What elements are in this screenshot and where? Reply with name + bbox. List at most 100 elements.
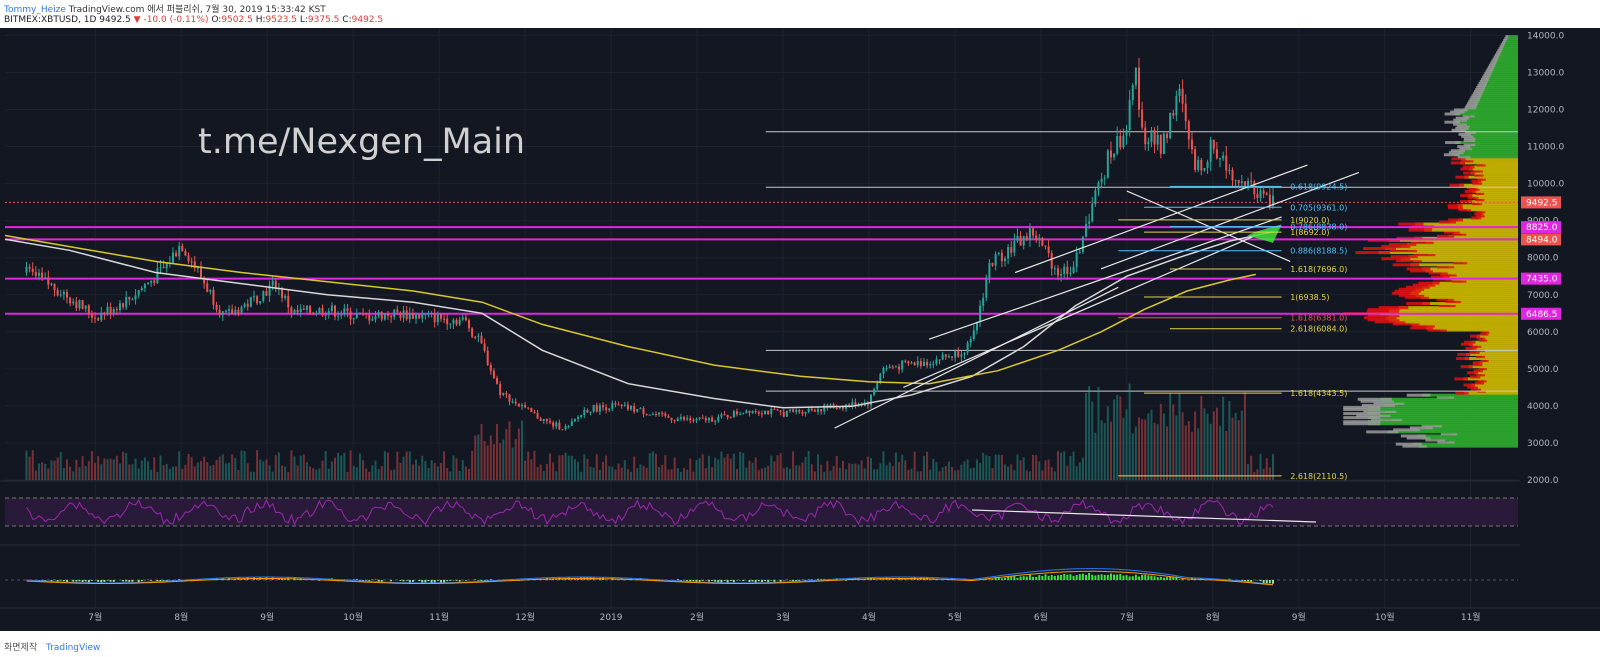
candle-body [318, 308, 321, 314]
candle-body [935, 359, 938, 364]
candle-body [190, 261, 193, 263]
price-tag-box [1521, 221, 1561, 234]
candle-body [573, 419, 576, 422]
volume-bar [735, 469, 738, 480]
macd-hist [720, 580, 723, 583]
fib-label: 2.618(6084.0) [1290, 325, 1347, 334]
volume-profile-bar [1448, 395, 1518, 399]
volume-profile-bar [1392, 263, 1420, 267]
trading-chart[interactable]: 0.618(9924.5) 0.705(9361.0) 1(9020.0)0.786… [0, 28, 1600, 631]
candle-body [689, 418, 692, 421]
volume-profile-bar [1343, 407, 1381, 411]
volume-profile-bar [1455, 112, 1518, 116]
volume-profile-bar [1481, 214, 1518, 218]
volume-profile-bar [1378, 251, 1518, 255]
candle-body [330, 305, 333, 312]
candle-body [1013, 241, 1016, 253]
volume-profile-bar [1424, 228, 1518, 232]
volume-bar [1141, 419, 1144, 480]
volume-profile-bar [1428, 253, 1518, 257]
trendlines[interactable] [834, 164, 1360, 429]
volume-profile-bar [1472, 181, 1483, 185]
candle-body [25, 266, 28, 273]
volume-bar [536, 467, 539, 480]
candle-body [898, 366, 901, 370]
volume-profile-bar [1476, 373, 1486, 377]
volume-profile-bar [1469, 350, 1480, 354]
volume-bar [991, 468, 994, 480]
macd-hist [78, 580, 81, 582]
candle-body [34, 271, 37, 276]
volume-bar [913, 451, 916, 480]
volume-profile-bar [1410, 240, 1434, 244]
volume-bar [542, 470, 545, 480]
volume-profile-bar [1388, 314, 1518, 318]
candle-body [449, 323, 452, 325]
author-name[interactable]: Tommy_Heize [4, 5, 66, 15]
volume-bar [642, 465, 645, 480]
macd-hist [1128, 576, 1131, 580]
candle-body [664, 413, 667, 416]
candle-body [1100, 178, 1103, 183]
volume-bar [854, 463, 857, 480]
volume-bar [90, 451, 93, 480]
volume-profile-bar [1474, 381, 1485, 385]
volume-profile-bar [1415, 293, 1518, 297]
volume-bar [891, 466, 894, 480]
candle-body [309, 305, 312, 313]
volume-bar [1175, 415, 1178, 480]
volume-profile-bar [1466, 155, 1518, 159]
time-label: 9월 [1292, 611, 1306, 623]
candle-body [502, 393, 505, 396]
volume-profile-bar [1474, 385, 1518, 389]
volume-profile-bar [1422, 267, 1518, 271]
volume-profile-bar [1467, 385, 1478, 389]
macd-hist [489, 579, 492, 580]
volume-bar [707, 455, 710, 480]
footer: 화면제작 TradingView [4, 640, 100, 653]
candle-body [639, 408, 642, 410]
volume-bar [75, 459, 78, 480]
candle-body [221, 311, 224, 316]
candle-body [421, 314, 424, 319]
macd-hist [997, 577, 1000, 580]
volume-profile-bar [1451, 128, 1466, 132]
macd-hist [1000, 578, 1003, 580]
volume-profile-bar [1395, 442, 1422, 446]
macd-hist [1078, 574, 1081, 580]
candle-body [212, 289, 215, 305]
candle-body [150, 280, 153, 283]
volume-bar [592, 467, 595, 480]
time-label: 6월 [1034, 611, 1048, 623]
volume-bar [549, 453, 552, 480]
price-tick-label: 12000.0 [1527, 106, 1564, 116]
volume-bar [654, 453, 657, 480]
candle-body [1038, 237, 1041, 241]
volume-bar [480, 423, 483, 480]
volume-profile-bar [1504, 37, 1508, 41]
volume-profile-bar [1478, 379, 1487, 383]
volume-profile-bar [1391, 418, 1518, 422]
volume-profile-bar [1448, 265, 1518, 269]
candle-body [125, 297, 128, 308]
candle-body [305, 305, 308, 310]
volume-profile-bar [1505, 35, 1509, 39]
volume-bar [533, 450, 536, 480]
candle-body [695, 418, 698, 421]
candle-body [443, 318, 446, 320]
candle-body [324, 314, 327, 316]
macd-hist [62, 580, 65, 582]
tradingview-logo[interactable]: TradingView [46, 643, 101, 653]
volume-bar [418, 465, 421, 480]
candle-body [287, 295, 290, 308]
volume-profile-bar [1463, 139, 1476, 142]
volume-profile-bar [1464, 357, 1518, 361]
volume-profile-bar [1469, 187, 1480, 191]
candle-body [536, 413, 539, 419]
volume-bar [1131, 433, 1134, 480]
candle-body [268, 285, 271, 296]
candle-body [907, 361, 910, 364]
candle-body [1234, 179, 1237, 181]
volume-profile-bar [1439, 220, 1456, 224]
candle-body [913, 362, 916, 366]
